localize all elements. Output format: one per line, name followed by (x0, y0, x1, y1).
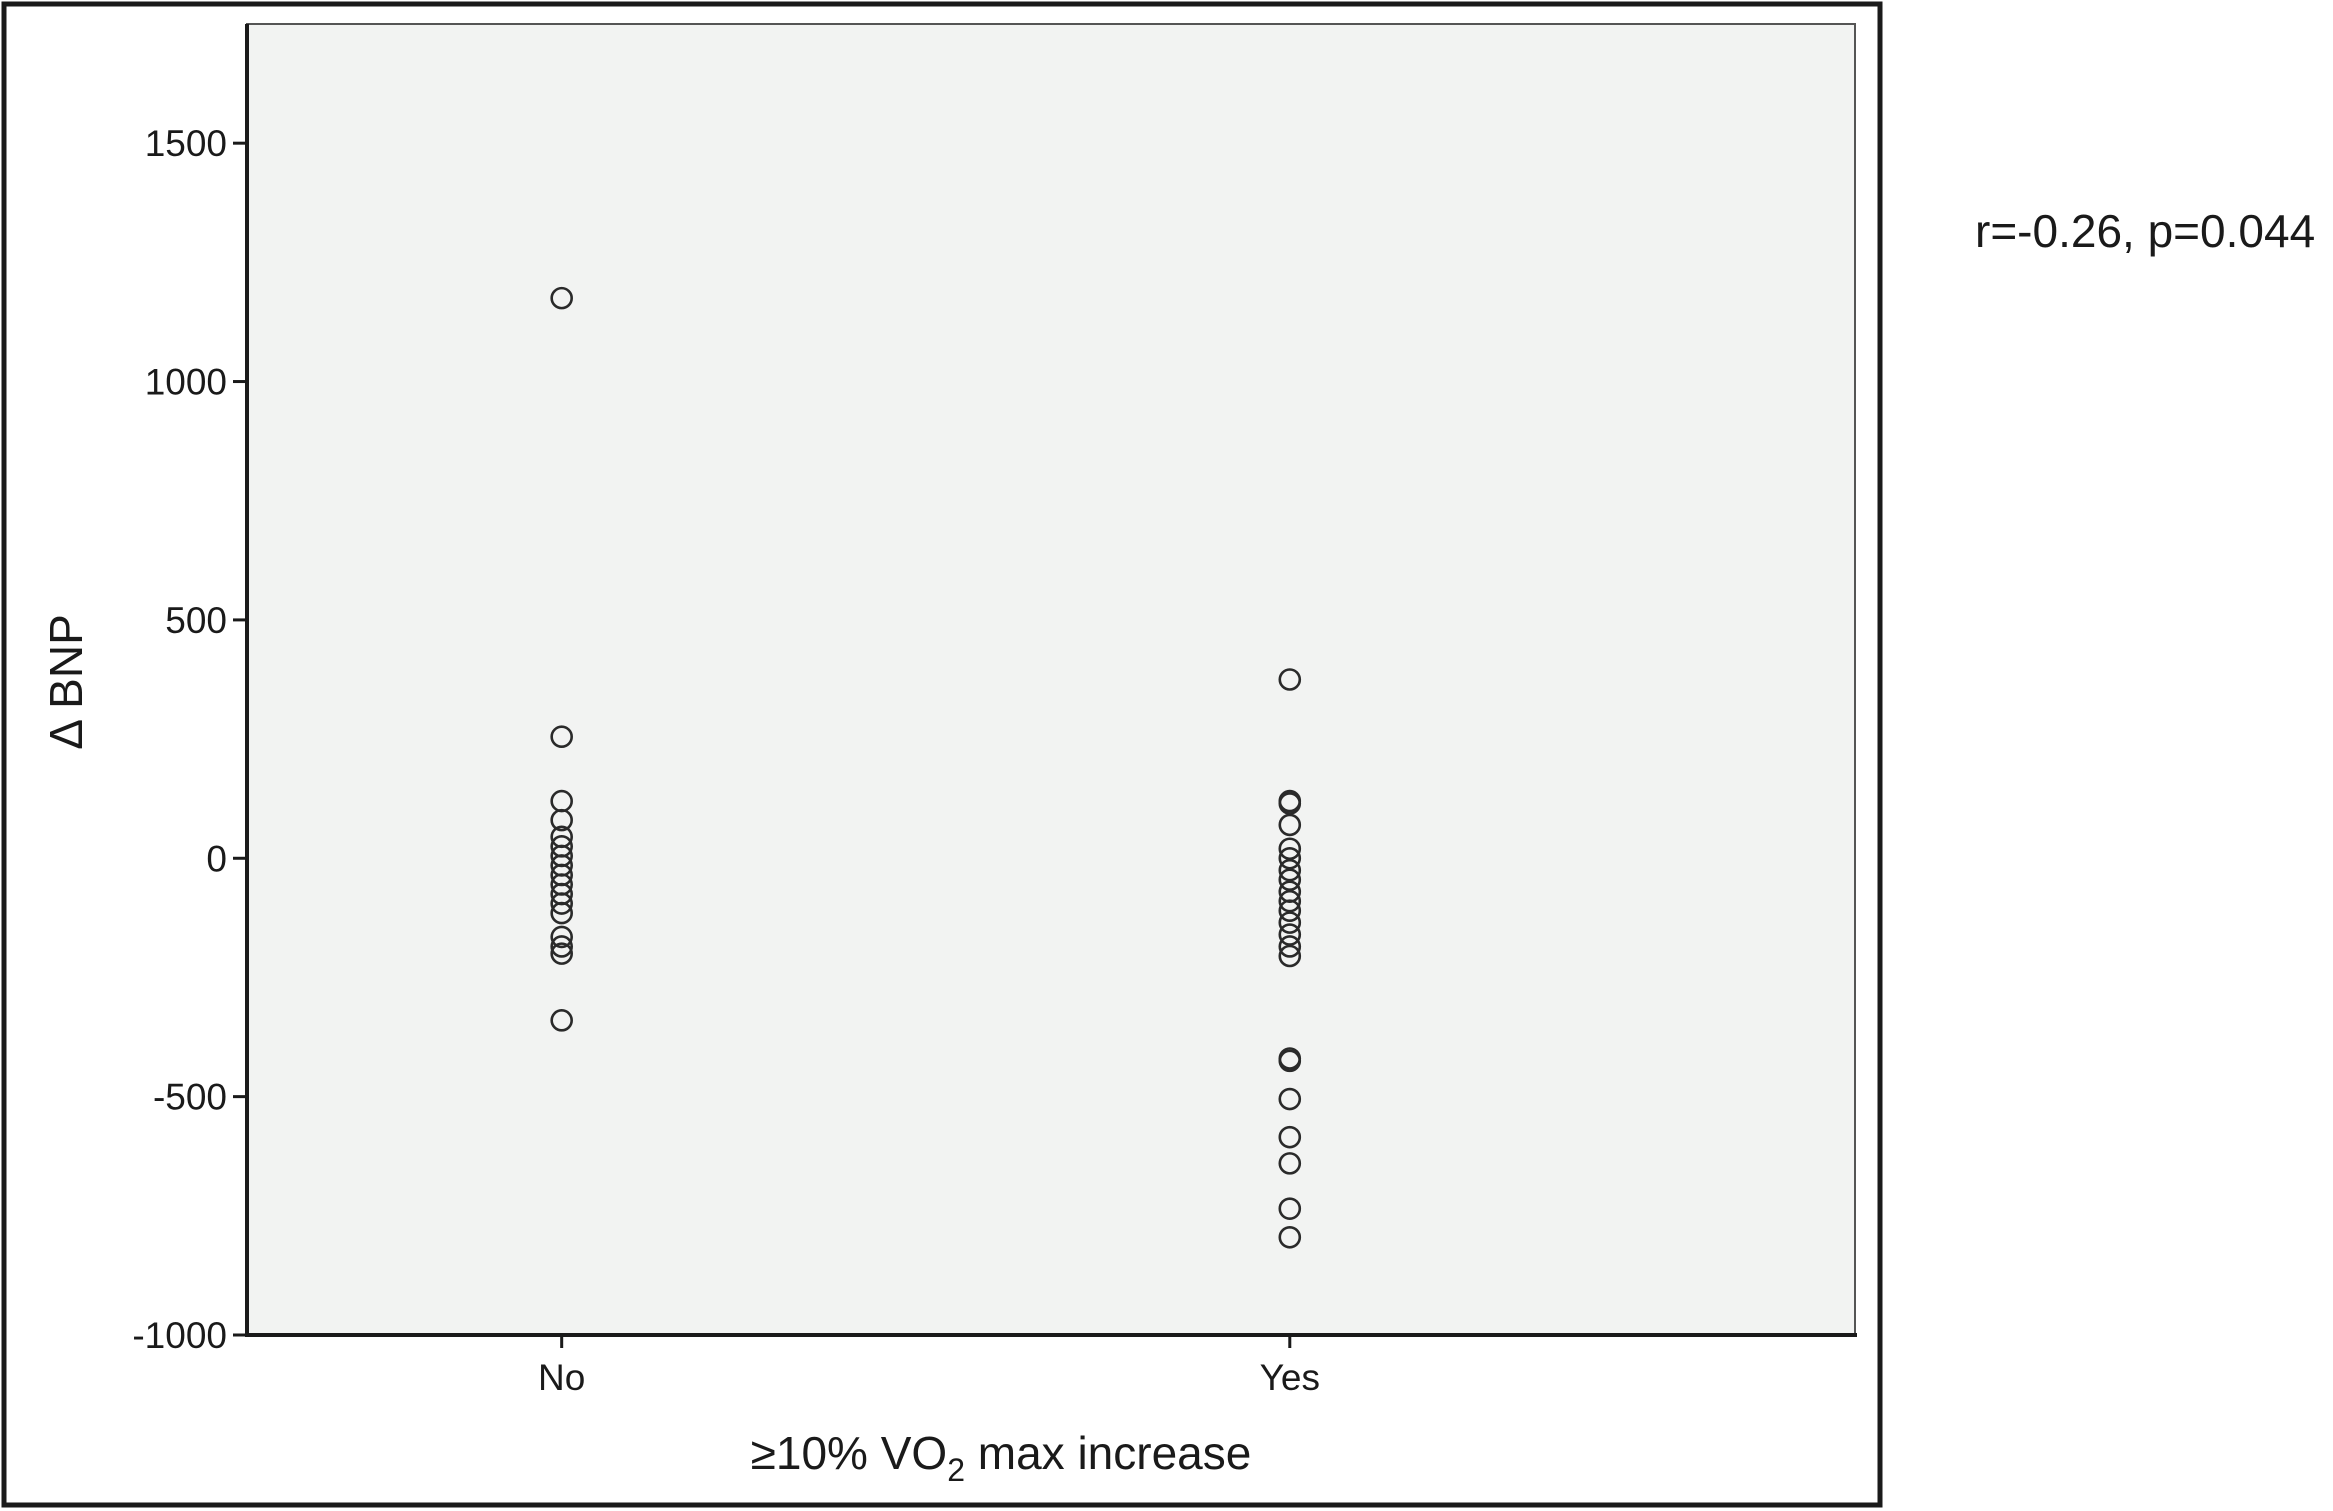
data-point (550, 892, 573, 915)
data-point (1278, 889, 1302, 913)
data-point (1278, 1087, 1302, 1111)
y-tick-label: -1000 (132, 1315, 227, 1356)
data-point (1278, 858, 1302, 882)
data-point (550, 1009, 573, 1032)
x-tick-label: No (538, 1357, 585, 1398)
data-point (1278, 1049, 1302, 1073)
y-tick-label: -500 (153, 1077, 227, 1118)
data-point (550, 925, 573, 949)
y-axis-ticks: -1000 -500 0 500 1000 1500 (132, 123, 247, 1356)
correlation-annotation: r=-0.26, p=0.044 (1975, 205, 2315, 257)
y-tick-label: 1000 (145, 362, 227, 403)
data-point (1278, 1197, 1302, 1220)
data-point (1278, 868, 1302, 892)
x-axis-title-prefix: ≥10% VO (751, 1427, 948, 1479)
data-point (1278, 1225, 1302, 1249)
x-axis-ticks: No Yes (538, 1335, 1320, 1398)
data-point (1278, 923, 1302, 946)
data-point (550, 286, 573, 310)
data-point (1278, 1125, 1302, 1149)
x-axis-title-subscript: 2 (947, 1452, 965, 1488)
data-point (1278, 935, 1302, 958)
plot-area (246, 23, 1856, 1335)
data-point (550, 725, 573, 749)
data-point (1278, 837, 1302, 861)
x-axis-title: ≥10% VO2 max increase (751, 1427, 1252, 1488)
data-point (550, 808, 573, 832)
y-tick-label: 0 (206, 838, 227, 879)
y-tick-label: 500 (165, 600, 227, 641)
data-point (550, 901, 573, 925)
data-point (1278, 792, 1302, 815)
data-point (550, 935, 573, 958)
x-tick-label: Yes (1260, 1357, 1320, 1398)
y-axis-title: Δ BNP (40, 614, 92, 750)
data-point (1278, 911, 1302, 934)
data-points (550, 286, 1302, 1249)
y-tick-label: 1500 (145, 123, 227, 164)
data-point (1278, 944, 1302, 968)
x-axis-title-suffix: max increase (965, 1427, 1251, 1479)
data-point (1278, 846, 1302, 870)
data-point (1278, 1152, 1302, 1175)
data-point (550, 942, 573, 965)
data-point (1278, 813, 1302, 837)
data-point (1278, 668, 1302, 691)
data-point (1278, 899, 1302, 923)
